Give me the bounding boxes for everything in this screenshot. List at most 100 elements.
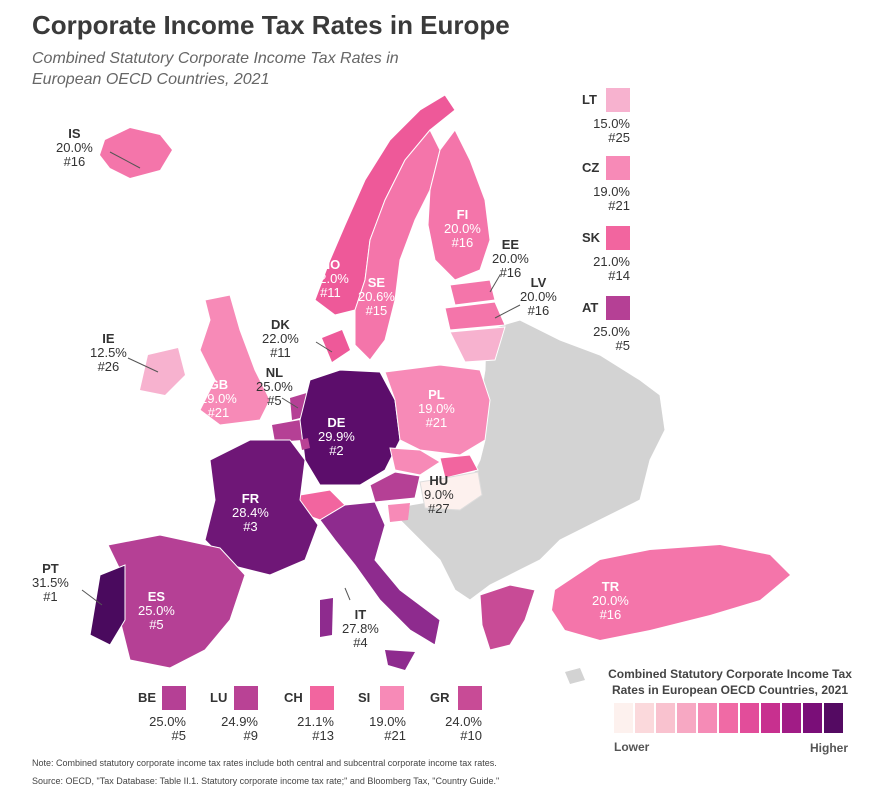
country-denmark [322, 330, 350, 362]
label-rank: #2 [329, 443, 344, 458]
legend-code: LT [582, 92, 597, 107]
legend-lower-label: Lower [614, 740, 650, 754]
country-belgium [272, 420, 302, 442]
label-code: NL [265, 365, 284, 380]
label-code: IT [354, 607, 367, 622]
country-luxembourg [300, 438, 310, 450]
label-code: LV [530, 275, 547, 290]
page-title: Corporate Income Tax Rates in Europe [32, 10, 510, 40]
label-rank: #21 [207, 405, 230, 420]
label-rate: 25.0% [256, 379, 293, 394]
country-austria [369, 471, 421, 503]
label-rank: #16 [599, 607, 622, 622]
legend-rate: 19.0% [369, 714, 406, 729]
label-code: PT [42, 561, 59, 576]
legend-rank: #21 [384, 728, 406, 743]
legend-rank: #9 [243, 728, 258, 743]
legend-code: GR [430, 690, 450, 705]
legend-rate: 19.0% [593, 184, 630, 199]
label-rate: 12.5% [90, 345, 127, 360]
country-italy-sardinia [320, 598, 333, 637]
label-rank: #1 [43, 589, 58, 604]
label-code: FI [456, 207, 469, 222]
legend-rank: #10 [460, 728, 482, 743]
legend-rate: 24.9% [221, 714, 258, 729]
country-czechia [389, 447, 441, 476]
label-rate: 20.0% [492, 251, 529, 266]
legend-scale-swatch-2 [656, 703, 675, 733]
legend-scale-swatch-6 [740, 703, 759, 733]
legend-code: SI [358, 690, 371, 705]
label-nl: NL 25.0% #5 [256, 366, 293, 408]
label-lv: LV 20.0% #16 [520, 276, 557, 318]
label-code: FR [241, 491, 260, 506]
label-rank: #16 [499, 265, 522, 280]
legend-code: BE [138, 690, 157, 705]
footer-source: Source: OECD, "Tax Database: Table II.1.… [32, 776, 500, 786]
label-rank: #3 [243, 519, 258, 534]
label-rate: 22.0% [312, 271, 349, 286]
label-code: NO [320, 257, 341, 272]
country-finland [427, 129, 491, 281]
label-rate: 20.0% [444, 221, 481, 236]
legend-swatch [606, 88, 630, 112]
legend-swatch [310, 686, 334, 710]
legend-rank: #14 [608, 268, 630, 283]
legend-swatch [606, 296, 630, 320]
legend-scale-swatch-0 [614, 703, 633, 733]
legend-swatch [380, 686, 404, 710]
label-it: IT 27.8% #4 [342, 608, 379, 650]
legend-rank: #5 [615, 338, 630, 353]
legend-rate: 21.0% [593, 254, 630, 269]
legend-code: CZ [582, 160, 600, 175]
leader-lines [81, 151, 521, 606]
legend-scale-swatch-3 [677, 703, 696, 733]
label-rate: 31.5% [32, 575, 69, 590]
label-code: GB [208, 377, 229, 392]
label-rank: #16 [527, 303, 550, 318]
label-rank: #4 [353, 635, 368, 650]
label-is: IS 20.0% #16 [56, 127, 93, 169]
label-hu: HU 9.0% #27 [424, 474, 454, 516]
country-uk [199, 294, 271, 426]
label-rate: 20.0% [592, 593, 629, 608]
label-rate: 20.0% [56, 140, 93, 155]
label-gb: GB 19.0% #21 [200, 378, 237, 420]
page-subtitle: Combined Statutory Corporate Income Tax … [32, 50, 399, 88]
legend-code: SK [582, 230, 601, 245]
label-rate: 27.8% [342, 621, 379, 636]
label-code: PL [428, 387, 445, 402]
legend-scale-swatch-4 [698, 703, 717, 733]
label-ee: EE 20.0% #16 [492, 238, 529, 280]
legend-rate: 24.0% [445, 714, 482, 729]
label-dk: DK 22.0% #11 [262, 318, 299, 360]
legend-swatch [458, 686, 482, 710]
country-italy [319, 501, 441, 646]
region-non-oecd-small [565, 668, 585, 684]
legend-rank: #21 [608, 198, 630, 213]
legend-swatch [606, 156, 630, 180]
footer-note: Note: Combined statutory corporate incom… [32, 758, 497, 768]
label-rate: 19.0% [418, 401, 455, 416]
label-code: DK [271, 317, 290, 332]
label-rate: 25.0% [138, 603, 175, 618]
legend-rate: 21.1% [297, 714, 334, 729]
label-rank: #15 [365, 303, 388, 318]
country-greece [479, 584, 536, 651]
label-rank: #5 [149, 617, 164, 632]
legend-code: LU [210, 690, 228, 705]
label-no: NO 22.0% #11 [312, 258, 349, 300]
label-code: IS [68, 126, 81, 141]
label-rank: #5 [267, 393, 282, 408]
label-pl: PL 19.0% #21 [418, 388, 455, 430]
country-latvia [444, 301, 506, 331]
legend-swatch [606, 226, 630, 250]
country-portugal [89, 564, 126, 646]
country-ireland [140, 348, 185, 395]
country-lithuania [449, 326, 506, 363]
label-rate: 9.0% [424, 487, 454, 502]
label-code: ES [147, 589, 166, 604]
legend-rank: #13 [312, 728, 334, 743]
legend-scale-swatch-5 [719, 703, 738, 733]
